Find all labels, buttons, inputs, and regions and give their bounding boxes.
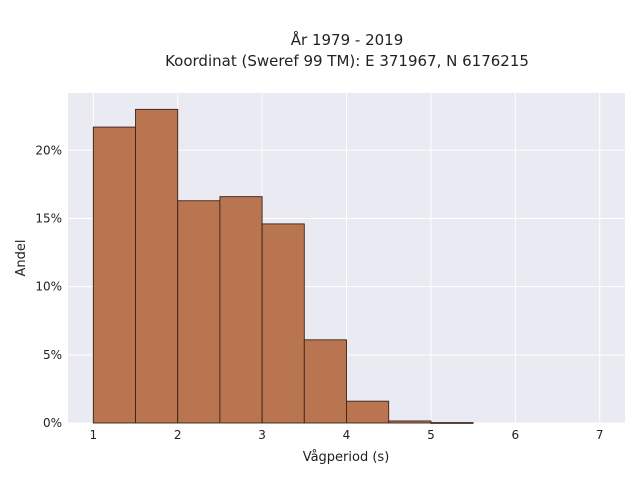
histogram-bar — [261, 223, 305, 424]
y-axis-label: Andel — [14, 240, 29, 277]
x-tick-label: 3 — [258, 428, 266, 442]
y-tick-label: 5% — [43, 348, 62, 362]
x-tick-label: 4 — [343, 428, 351, 442]
x-tick-label: 2 — [174, 428, 182, 442]
x-tick-label: 1 — [89, 428, 97, 442]
histogram-bar — [92, 126, 136, 424]
chart-title-line-2: Koordinat (Sweref 99 TM): E 371967, N 61… — [165, 52, 529, 70]
histogram-bar — [177, 200, 221, 424]
histogram-bar — [388, 420, 432, 424]
y-axis-ticks: 0% 5% 10% 15% 20% — [35, 143, 62, 430]
y-tick-label: 10% — [35, 280, 62, 294]
histogram-bar — [346, 400, 390, 424]
histogram-bar — [135, 108, 179, 424]
x-tick-label: 5 — [427, 428, 435, 442]
histogram-bars — [92, 108, 474, 424]
histogram-bar — [303, 339, 347, 424]
histogram-bar — [430, 422, 474, 424]
x-tick-label: 6 — [511, 428, 519, 442]
y-tick-label: 20% — [35, 143, 62, 157]
x-tick-label: 7 — [596, 428, 604, 442]
histogram-bar — [219, 196, 263, 424]
y-tick-label: 15% — [35, 211, 62, 225]
chart-title-line-1: År 1979 - 2019 — [291, 30, 404, 49]
x-axis-ticks: 1 2 3 4 5 6 7 — [89, 428, 603, 442]
x-axis-label: Vågperiod (s) — [303, 450, 390, 465]
y-tick-label: 0% — [43, 416, 62, 430]
